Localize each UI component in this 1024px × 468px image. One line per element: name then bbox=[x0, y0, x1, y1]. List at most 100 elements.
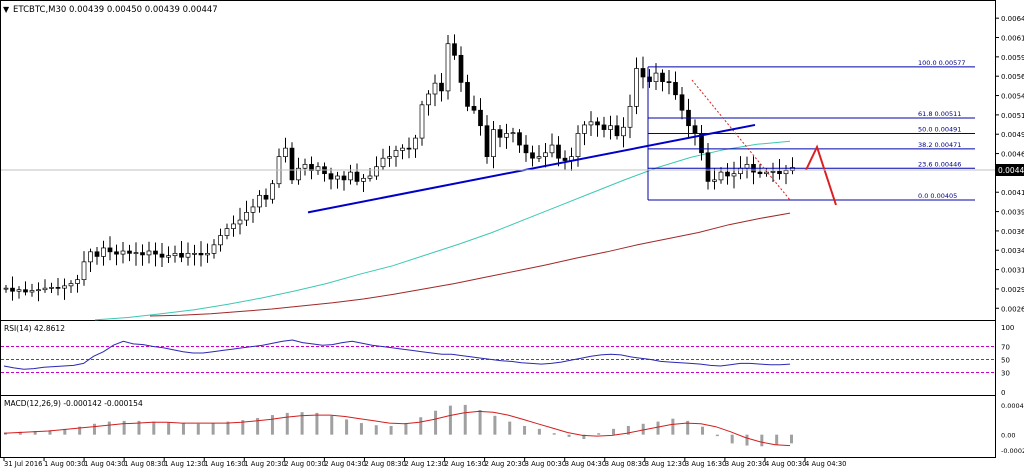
candle-body bbox=[55, 287, 61, 289]
time-tick-label: 1 Aug 12:30 bbox=[164, 460, 206, 468]
candle-body bbox=[406, 147, 412, 150]
time-tick-label: 3 Aug 00:30 bbox=[525, 460, 567, 468]
candle-body bbox=[627, 106, 633, 128]
candle-body bbox=[244, 211, 249, 221]
macd-histogram-bar bbox=[523, 425, 527, 435]
macd-histogram-bar bbox=[137, 420, 141, 435]
fibonacci-retracement: 100.0 0.00577 61.8 0.00511 50.0 0.00491 38.… bbox=[647, 59, 975, 201]
candle-body bbox=[16, 289, 22, 292]
candle-body bbox=[101, 247, 106, 257]
candle-body bbox=[705, 152, 711, 182]
forecast-arrow-group bbox=[805, 144, 837, 206]
candle-body bbox=[361, 177, 366, 182]
candle-body bbox=[465, 82, 470, 107]
candle-body bbox=[114, 251, 119, 255]
candle-body bbox=[510, 132, 516, 135]
price-tick-label: 0.00365 bbox=[1001, 228, 1024, 236]
candle-body bbox=[348, 171, 353, 181]
candle-body bbox=[270, 183, 275, 200]
price-tick-label: 0.00315 bbox=[1001, 267, 1024, 275]
candle-body bbox=[725, 171, 730, 177]
candle-body bbox=[205, 252, 210, 256]
candle-body bbox=[744, 164, 750, 169]
candle-body bbox=[42, 287, 48, 291]
macd-histogram-bar bbox=[270, 415, 274, 435]
macd-histogram-bar bbox=[537, 428, 541, 435]
candle-body bbox=[445, 43, 451, 92]
macd-histogram-bar bbox=[359, 423, 363, 435]
macd-histogram-bar bbox=[404, 423, 408, 435]
macd-histogram-bar bbox=[211, 423, 215, 435]
current-price-marker bbox=[996, 164, 1024, 176]
time-tick-label: 3 Aug 16:30 bbox=[685, 460, 727, 468]
macd-histogram-bar bbox=[686, 420, 690, 435]
candle-body bbox=[660, 72, 665, 82]
macd-histogram-bar bbox=[567, 434, 571, 437]
candle-body bbox=[471, 106, 477, 111]
candle-body bbox=[718, 171, 724, 181]
rsi-tick-label: 50 bbox=[1001, 357, 1010, 365]
fib-level-label: 38.2 0.00471 bbox=[918, 141, 961, 149]
time-tick-label: 2 Aug 00:30 bbox=[284, 460, 326, 468]
macd-histogram-bar bbox=[641, 423, 645, 435]
time-tick-label: 2 Aug 08:30 bbox=[364, 460, 406, 468]
macd-histogram-bar bbox=[300, 412, 304, 435]
candle-body bbox=[601, 124, 607, 130]
rsi-tick-label: 30 bbox=[1001, 370, 1010, 378]
candle-body bbox=[575, 133, 581, 158]
candle-body bbox=[432, 82, 438, 95]
fib-level-label: 61.8 0.00511 bbox=[918, 110, 961, 118]
time-tick-label: 1 Aug 20:30 bbox=[244, 460, 286, 468]
candle-body bbox=[595, 121, 600, 126]
candle-body bbox=[231, 223, 236, 229]
macd-histogram-bar bbox=[63, 428, 67, 435]
fib-level-label: 0.0 0.00405 bbox=[918, 192, 957, 200]
candle-body bbox=[770, 170, 776, 173]
macd-histogram-bar bbox=[315, 412, 319, 435]
main-panel-frame bbox=[0, 0, 996, 321]
time-tick-label: 3 Aug 20:30 bbox=[725, 460, 767, 468]
macd-histogram-bar bbox=[256, 417, 260, 435]
macd-histogram-bar bbox=[78, 426, 82, 435]
candle-body bbox=[504, 133, 509, 138]
candle-body bbox=[497, 129, 503, 138]
macd-histogram-bar bbox=[701, 426, 705, 435]
candle-body bbox=[387, 156, 392, 159]
macd-histogram-bar bbox=[656, 421, 660, 435]
macd-signal-line bbox=[3, 410, 791, 447]
current-price-label: 0.00447 bbox=[998, 166, 1024, 175]
candle-body bbox=[107, 247, 113, 253]
candle-body bbox=[10, 287, 15, 292]
candle-body bbox=[289, 147, 295, 181]
rsi-tick-label: 70 bbox=[1001, 344, 1010, 352]
candle-body bbox=[283, 147, 288, 158]
candle-body bbox=[140, 252, 145, 256]
price-tick-label: 0.00515 bbox=[1001, 112, 1024, 120]
time-tick-label: 2 Aug 20:30 bbox=[485, 460, 527, 468]
time-axis: 31 Jul 2016 1 Aug 00:301 Aug 04:301 Aug 0… bbox=[3, 457, 847, 468]
candle-body bbox=[562, 157, 568, 161]
candle-body bbox=[419, 104, 425, 139]
candle-body bbox=[458, 54, 464, 83]
macd-histogram-bar bbox=[671, 418, 675, 435]
macd-histogram-bar bbox=[790, 434, 793, 444]
candle-body bbox=[621, 126, 626, 137]
candle-body bbox=[120, 250, 126, 255]
time-tick-label: 31 Jul 2016 bbox=[4, 460, 42, 468]
time-tick-label: 1 Aug 04:30 bbox=[84, 460, 126, 468]
macd-tick-label: 0.000412 bbox=[1001, 402, 1024, 410]
candle-body bbox=[335, 175, 340, 180]
candle-body bbox=[491, 129, 496, 158]
time-tick-label: 1 Aug 16:30 bbox=[204, 460, 246, 468]
candle-body bbox=[146, 250, 152, 256]
candle-body bbox=[679, 94, 685, 111]
candle-body bbox=[549, 144, 555, 154]
candle-body bbox=[192, 252, 197, 255]
dropdown-triangle-icon[interactable]: ▼ bbox=[3, 5, 10, 14]
macd-histogram-bar bbox=[508, 421, 512, 435]
